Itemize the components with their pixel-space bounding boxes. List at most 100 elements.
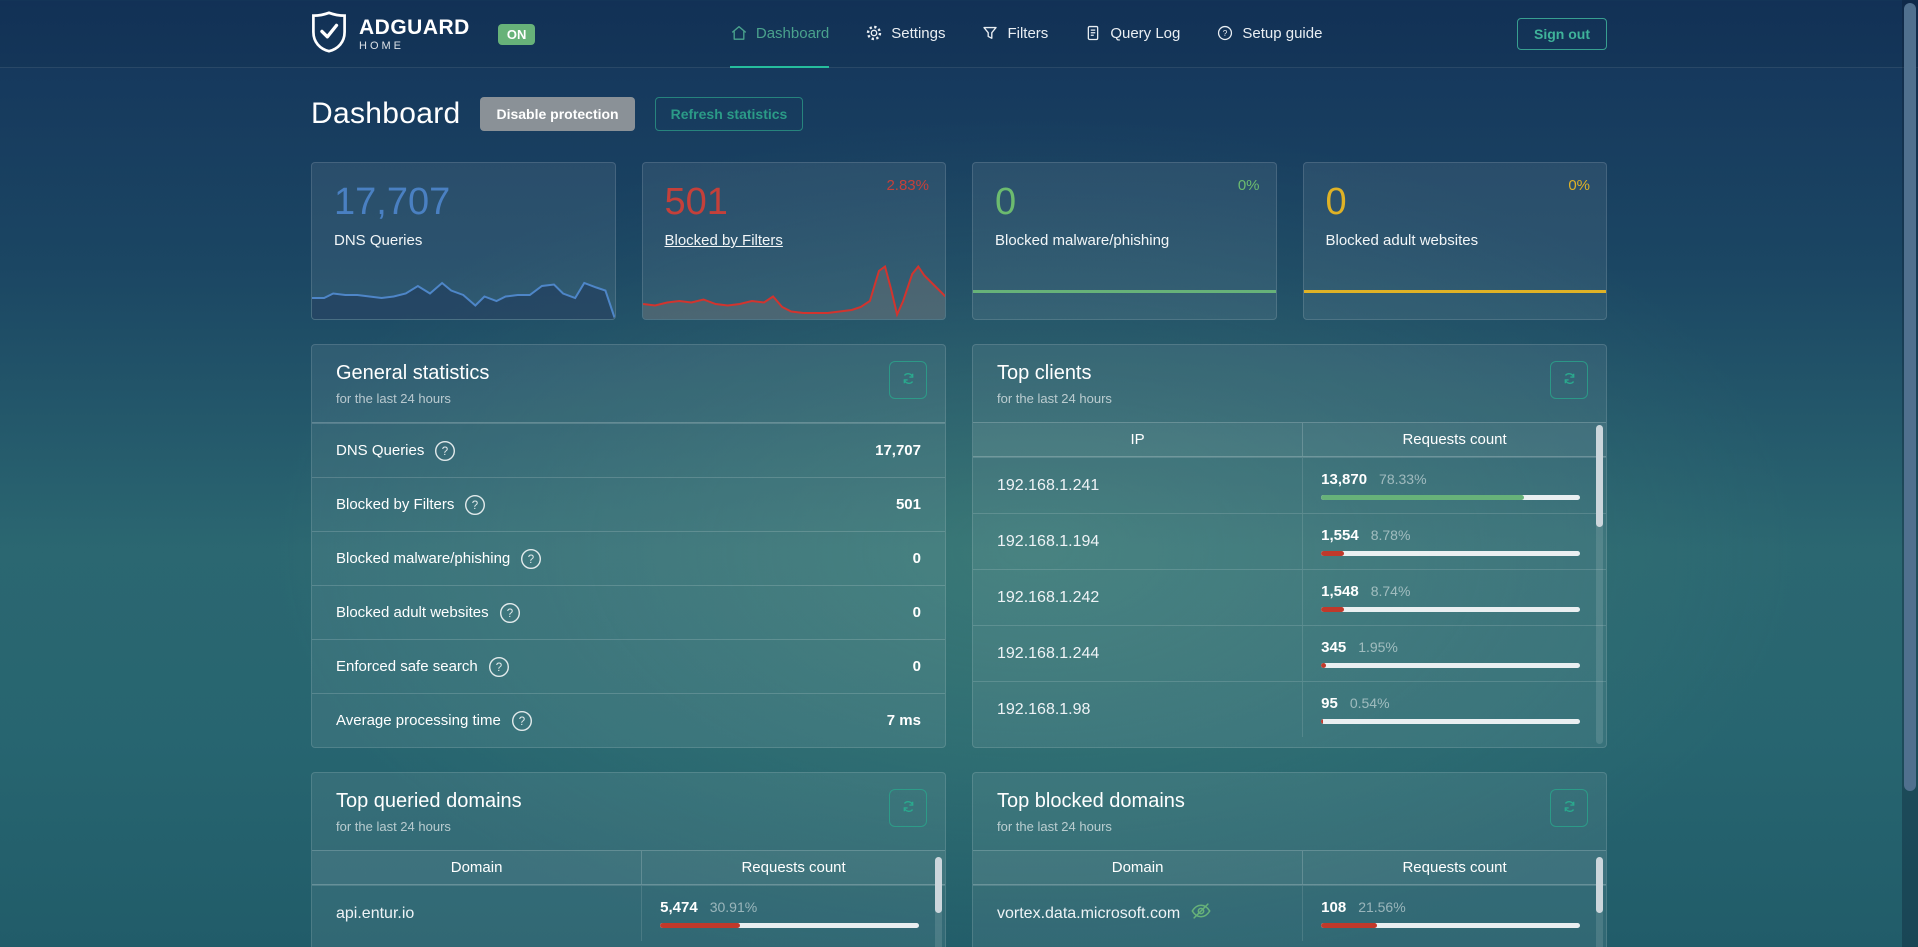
stat-row-label: Blocked by Filters [336,496,455,513]
stat-label: Blocked malware/phishing [995,231,1170,249]
column-header-domain: Domain [450,859,503,876]
column-header-domain: Domain [1111,859,1164,876]
column-header-ip: IP [1130,431,1145,448]
eye-slash-icon [1190,900,1212,927]
stat-row-value: 501 [895,496,921,513]
stat-row: Average processing time ? 7 ms [312,693,945,747]
nav-label: Filters [1007,24,1049,42]
domain-name: api.entur.io [336,904,415,922]
disable-protection-button[interactable]: Disable protection [480,97,635,131]
column-header-requests-count: Requests count [1302,851,1606,884]
progress-bar [660,923,919,928]
stat-row-value: 7 ms [886,712,921,729]
panel-subtitle: for the last 24 hours [997,819,1112,834]
panel-title: Top blocked domains [997,790,1185,812]
top-queried-domains-panel: Top queried domains for the last 24 hour… [311,772,946,947]
document-icon [1084,24,1102,42]
panel-title: Top clients [997,362,1092,384]
help-circle-icon[interactable]: ? [511,710,533,732]
column-header-requests-count: Requests count [1302,423,1606,456]
stat-value: 17,707 [334,181,451,223]
general-statistics-panel: General statistics for the last 24 hours… [311,344,946,748]
nav-filters[interactable]: Filters [981,0,1048,68]
column-header-requests-count: Requests count [641,851,945,884]
refresh-button[interactable] [1550,789,1588,827]
sign-out-button[interactable]: Sign out [1517,18,1607,50]
stat-row: Blocked by Filters ? 501 [312,477,945,531]
help-circle-icon[interactable]: ? [434,440,456,462]
request-percent: 78.33% [1379,471,1427,487]
request-percent: 0.54% [1349,695,1390,711]
adguard-home-logo[interactable]: ADGUARD HOME ON [311,10,536,58]
nav-label: Query Log [1110,24,1181,42]
progress-bar [1321,495,1580,500]
page-title: Dashboard [311,97,461,130]
nav-dashboard[interactable]: Dashboard [729,0,830,68]
stat-row-value: 0 [912,604,921,621]
stat-label: Blocked adult websites [1325,231,1479,249]
table-row: 192.168.1.242 1,548 8.74% [973,569,1606,625]
stat-card-dns-queries: 17,707 DNS Queries [311,162,616,320]
stat-row-label: Blocked malware/phishing [336,550,511,567]
refresh-statistics-button[interactable]: Refresh statistics [654,97,804,131]
stat-label: DNS Queries [334,231,423,249]
refresh-button[interactable] [889,789,927,827]
top-clients-panel: Top clients for the last 24 hours IP Req… [972,344,1607,748]
panel-subtitle: for the last 24 hours [336,819,451,834]
page-scrollbar-thumb[interactable] [1904,3,1916,791]
table-row: 192.168.1.194 1,554 8.78% [973,513,1606,569]
stat-row-value: 0 [912,550,921,567]
client-ip: 192.168.1.98 [997,700,1091,718]
nav-settings[interactable]: Settings [865,0,945,68]
help-circle-icon[interactable]: ? [464,494,486,516]
table-row: 192.168.1.244 345 1.95% [973,625,1606,681]
brand-name: ADGUARD [359,15,470,39]
stat-value: 0 [1325,181,1347,223]
table-scrollbar-thumb[interactable] [1596,425,1603,527]
panel-title: Top queried domains [336,790,522,812]
request-count: 345 [1321,639,1347,656]
help-circle-icon[interactable]: ? [499,602,521,624]
page-scrollbar-track[interactable] [1902,0,1918,947]
stat-percent: 0% [1237,177,1260,194]
client-ip: 192.168.1.194 [997,532,1100,550]
refresh-button[interactable] [1550,361,1588,399]
svg-text:?: ? [442,446,448,458]
dashboard-page: Dashboard Disable protection Refresh sta… [311,68,1607,947]
request-count: 1,554 [1321,527,1359,544]
help-circle-icon[interactable]: ? [488,656,510,678]
stat-cards: 17,707 DNS Queries 2.83% 501 Blocked by … [311,162,1607,320]
request-count: 1,548 [1321,583,1359,600]
nav-label: Settings [891,24,946,42]
svg-text:?: ? [1223,29,1228,38]
table-scrollbar-thumb[interactable] [935,857,942,913]
stat-row-label: DNS Queries [336,442,425,459]
request-percent: 30.91% [709,899,758,915]
request-count: 5,474 [660,899,698,916]
blocked-by-filters-link[interactable]: Blocked by Filters [664,231,783,249]
refresh-button[interactable] [889,361,927,399]
table-header: IP Requests count [973,423,1606,457]
stat-row-label: Average processing time [336,712,501,729]
progress-bar [1321,663,1580,668]
stat-row-value: 17,707 [875,442,921,459]
nav-setup-guide[interactable]: ? Setup guide [1216,0,1322,68]
flat-sparkline [1303,290,1606,293]
stat-row: DNS Queries ? 17,707 [312,423,945,477]
refresh-icon [1561,798,1578,818]
table-scrollbar-thumb[interactable] [1596,857,1603,913]
refresh-icon [1561,370,1578,390]
table-row: api.entur.io 5,474 30.91% [312,885,945,941]
progress-bar [1321,923,1580,928]
home-icon [730,24,748,42]
help-circle-icon[interactable]: ? [520,548,542,570]
table-row: 192.168.1.98 95 0.54% [973,681,1606,737]
blocked-sparkline [642,259,945,319]
refresh-icon [900,370,917,390]
header: ADGUARD HOME ON Dashboard [0,0,1918,68]
stat-row: Blocked adult websites ? 0 [312,585,945,639]
nav-query-log[interactable]: Query Log [1084,0,1180,68]
brand-sub: HOME [359,39,404,52]
protection-on-badge: ON [497,23,536,45]
request-percent: 8.74% [1370,583,1411,599]
